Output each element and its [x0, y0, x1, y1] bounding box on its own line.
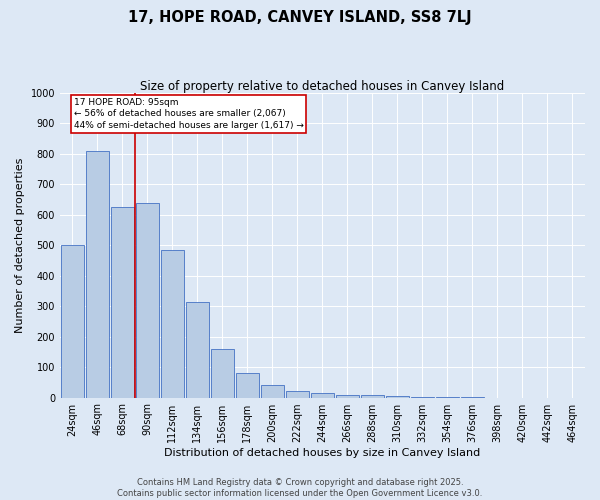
Title: Size of property relative to detached houses in Canvey Island: Size of property relative to detached ho…: [140, 80, 505, 93]
Bar: [185, 302, 209, 398]
Bar: [260, 386, 284, 398]
X-axis label: Distribution of detached houses by size in Canvey Island: Distribution of detached houses by size …: [164, 448, 481, 458]
Text: 17, HOPE ROAD, CANVEY ISLAND, SS8 7LJ: 17, HOPE ROAD, CANVEY ISLAND, SS8 7LJ: [128, 10, 472, 25]
Text: 17 HOPE ROAD: 95sqm
← 56% of detached houses are smaller (2,067)
44% of semi-det: 17 HOPE ROAD: 95sqm ← 56% of detached ho…: [74, 98, 304, 130]
Bar: [311, 393, 334, 398]
Bar: [335, 394, 359, 398]
Bar: [236, 372, 259, 398]
Bar: [211, 349, 235, 398]
Bar: [410, 396, 434, 398]
Bar: [436, 397, 460, 398]
Bar: [61, 246, 84, 398]
Bar: [161, 250, 184, 398]
Y-axis label: Number of detached properties: Number of detached properties: [15, 158, 25, 333]
Text: Contains HM Land Registry data © Crown copyright and database right 2025.
Contai: Contains HM Land Registry data © Crown c…: [118, 478, 482, 498]
Bar: [386, 396, 409, 398]
Bar: [86, 151, 109, 398]
Bar: [361, 396, 385, 398]
Bar: [110, 207, 134, 398]
Bar: [136, 202, 160, 398]
Bar: [286, 391, 310, 398]
